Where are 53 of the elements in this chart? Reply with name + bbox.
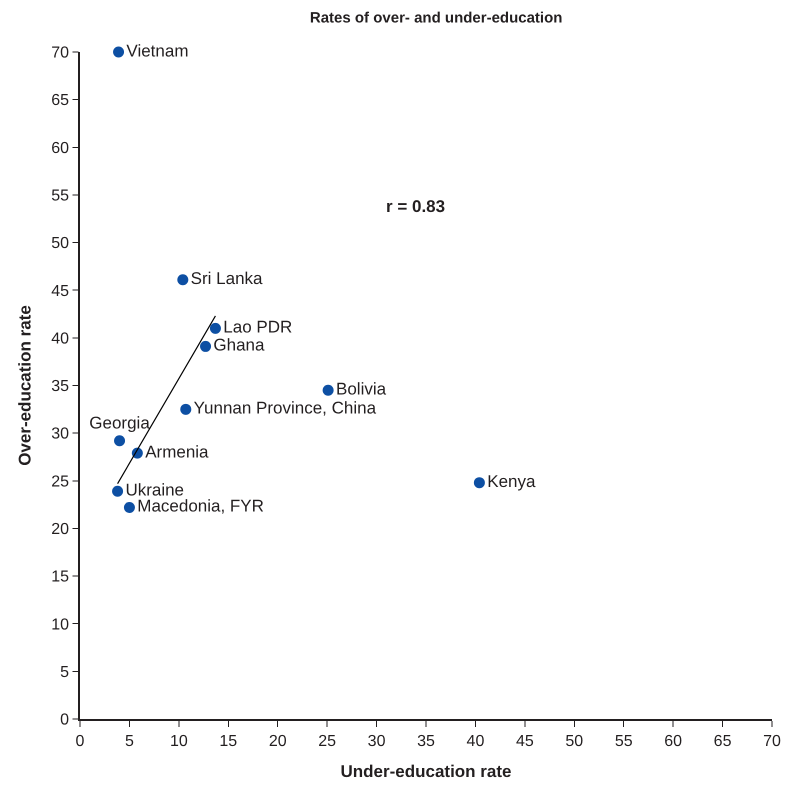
x-tick-label: 20 xyxy=(268,732,287,750)
y-tick-label: 60 xyxy=(51,140,70,157)
point xyxy=(113,46,124,58)
x-tick-label: 10 xyxy=(170,732,188,750)
x-tick-label: 35 xyxy=(417,732,435,750)
point xyxy=(210,322,221,334)
series-label: Yunnan Province, China xyxy=(194,398,377,418)
x-tick-label: 45 xyxy=(516,732,534,750)
x-tick-label: 15 xyxy=(219,732,238,750)
x-tick-label: 60 xyxy=(664,732,682,750)
x-tick-label: 65 xyxy=(714,732,732,750)
point xyxy=(474,477,485,488)
x-tick-label: 5 xyxy=(124,732,134,750)
x-tick-label: 70 xyxy=(763,732,781,750)
y-tick-label: 0 xyxy=(60,712,70,729)
point xyxy=(114,435,126,446)
point xyxy=(180,404,192,415)
series-label: Bolivia xyxy=(336,380,387,399)
y-tick-label: 35 xyxy=(51,378,70,396)
series-label: Sri Lanka xyxy=(190,268,264,288)
series-label: Ghana xyxy=(213,336,266,355)
point xyxy=(112,486,124,497)
x-tick-label: 0 xyxy=(76,732,85,750)
series-label: Vietnam xyxy=(126,41,188,60)
x-tick-label: 25 xyxy=(318,732,336,750)
y-tick-label: 25 xyxy=(51,473,70,490)
y-tick-label: 15 xyxy=(51,568,70,586)
y-tick-label: 30 xyxy=(51,426,70,443)
x-tick-label: 50 xyxy=(565,732,584,750)
y-tick-label: 55 xyxy=(51,188,70,205)
series-label: Armenia xyxy=(145,442,210,462)
y-tick-label: 10 xyxy=(51,616,70,634)
annotation: r = 0.83 xyxy=(386,197,446,216)
point xyxy=(322,384,334,396)
y-tick-label: 70 xyxy=(51,44,70,62)
series-label: Georgia xyxy=(89,414,150,433)
y-tick-label: 20 xyxy=(51,521,70,538)
point xyxy=(177,274,188,286)
x-axis-title: Under-education rate xyxy=(340,762,512,781)
y-tick-label: 50 xyxy=(51,235,70,252)
y-tick-label: 40 xyxy=(51,330,70,348)
point xyxy=(124,502,135,513)
series-label: Lao PDR xyxy=(223,318,292,337)
x-tick-label: 40 xyxy=(466,732,484,750)
y-tick-label: 65 xyxy=(51,92,70,110)
x-tick-label: 55 xyxy=(614,732,633,750)
chart-title: Rates of over- and under-education xyxy=(310,9,562,26)
x-tick-label: 30 xyxy=(368,732,386,750)
y-tick-label: 5 xyxy=(60,664,70,681)
y-tick-label: 45 xyxy=(51,282,70,300)
series-label: Kenya xyxy=(487,472,536,491)
point xyxy=(200,340,212,352)
y-axis-title: Over-education rate xyxy=(15,305,34,466)
